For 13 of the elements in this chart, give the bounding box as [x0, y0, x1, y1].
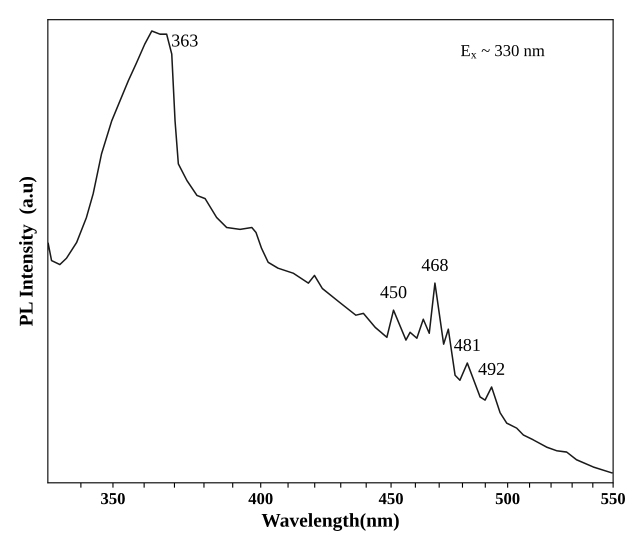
- annotation: 492: [478, 362, 504, 376]
- x-tick-label: 350: [101, 492, 125, 504]
- annotation: 468: [422, 258, 448, 272]
- annotation: 363: [172, 34, 198, 47]
- x-tick-label: 550: [601, 492, 625, 504]
- x-tick-label: 500: [496, 492, 520, 504]
- x-tick-label: 450: [378, 492, 403, 504]
- y-axis-title: PL Intensity (a.u): [19, 177, 37, 326]
- x-tick-label: 400: [248, 492, 273, 504]
- x-axis-title: Wavelength(nm): [262, 513, 399, 531]
- annotation: E$_{x}$ ~ 330 nm: [460, 44, 545, 58]
- annotation: 450: [380, 286, 406, 298]
- annotation: 481: [454, 338, 480, 352]
